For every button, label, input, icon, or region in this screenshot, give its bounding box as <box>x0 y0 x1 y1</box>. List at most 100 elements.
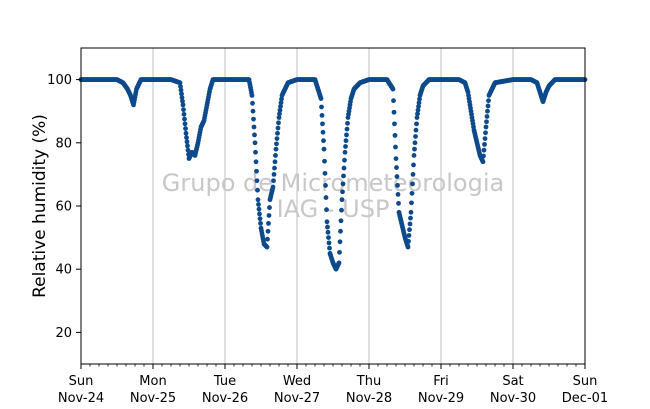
x-tick-label-day: Sun <box>69 374 94 389</box>
data-point <box>393 156 399 162</box>
data-point <box>338 218 344 224</box>
data-point <box>408 209 414 215</box>
x-tick-label-day: Thu <box>356 374 381 389</box>
data-point <box>177 80 183 86</box>
data-point <box>179 91 184 97</box>
x-tick-label-day: Tue <box>213 374 236 389</box>
data-point <box>391 98 396 104</box>
data-point <box>480 159 486 165</box>
data-point <box>482 136 488 141</box>
data-point <box>265 236 270 242</box>
data-point <box>178 84 183 89</box>
data-point <box>484 119 489 125</box>
data-point <box>408 215 413 221</box>
data-point <box>319 104 324 110</box>
data-point <box>412 140 418 146</box>
data-point <box>257 216 263 222</box>
data-point <box>413 134 418 139</box>
data-point <box>272 165 277 171</box>
data-point <box>278 100 284 106</box>
x-tick-label-date: Nov-28 <box>346 391 392 406</box>
data-point <box>184 135 189 140</box>
data-point <box>338 228 343 234</box>
data-point <box>185 143 190 149</box>
data-point <box>340 189 345 195</box>
data-point <box>406 238 411 244</box>
data-point <box>265 228 271 234</box>
data-point <box>409 200 414 206</box>
data-point <box>181 111 187 117</box>
data-point <box>253 159 259 165</box>
data-point <box>254 178 260 184</box>
data-point <box>178 87 184 93</box>
watermark-line-1: Grupo de Micrometeorologia <box>162 169 504 197</box>
data-point <box>250 100 255 106</box>
x-tick-label-date: Nov-30 <box>490 391 536 406</box>
data-point <box>484 114 490 119</box>
x-tick-label-date: Nov-27 <box>274 391 320 406</box>
data-point <box>251 116 256 122</box>
data-point <box>181 107 186 113</box>
x-tick-label-day: Sun <box>573 374 598 389</box>
data-point <box>182 121 188 127</box>
data-point <box>255 187 260 193</box>
data-point <box>279 96 284 102</box>
watermark-line-2: IAG - USP <box>277 195 390 223</box>
data-point <box>342 149 348 155</box>
plot-background <box>81 48 585 364</box>
data-point <box>344 126 350 132</box>
data-point <box>267 205 272 210</box>
x-tick-label-date: Nov-26 <box>202 391 248 406</box>
data-point <box>252 132 257 138</box>
data-point <box>252 140 258 146</box>
data-point <box>393 144 398 150</box>
data-point <box>273 146 279 152</box>
data-point <box>318 96 324 101</box>
data-point <box>342 157 347 163</box>
data-point <box>275 125 281 131</box>
data-point <box>395 183 400 188</box>
x-axis: Sun Nov-24 Mon Nov-25 Tue Nov-26 Wed Nov-27 Thu N… <box>58 364 608 406</box>
data-point <box>324 207 329 213</box>
data-point <box>323 183 328 188</box>
data-point <box>322 170 328 176</box>
data-point <box>483 130 488 136</box>
data-point <box>249 93 255 98</box>
data-point <box>266 220 271 226</box>
data-point <box>481 147 487 153</box>
data-point <box>482 141 487 147</box>
data-point <box>486 98 491 104</box>
data-point <box>183 130 189 136</box>
data-point <box>392 133 398 138</box>
data-point <box>485 108 490 114</box>
data-point <box>414 121 419 127</box>
data-point <box>406 233 412 238</box>
data-point <box>337 249 342 255</box>
data-point <box>266 213 272 218</box>
data-point <box>180 102 186 108</box>
grid-lines <box>152 48 514 364</box>
x-tick-label-date: Nov-29 <box>418 391 464 406</box>
x-tick-label-day: Wed <box>283 374 311 389</box>
data-point <box>340 181 346 187</box>
data-point <box>395 192 401 197</box>
data-point <box>343 144 348 149</box>
data-point <box>396 200 401 206</box>
data-point <box>180 98 185 104</box>
data-point <box>183 126 188 131</box>
data-point <box>276 120 281 126</box>
data-point <box>321 146 327 152</box>
data-point <box>256 206 262 212</box>
data-point <box>273 153 278 158</box>
data-point <box>339 207 344 213</box>
data-point <box>256 202 261 207</box>
data-point <box>394 174 400 179</box>
data-point <box>411 162 416 168</box>
data-point <box>253 149 258 155</box>
data-point <box>412 146 417 152</box>
data-point <box>344 132 349 138</box>
data-point <box>257 211 262 217</box>
data-point <box>392 121 397 127</box>
data-point <box>407 221 413 227</box>
data-point <box>182 116 187 122</box>
